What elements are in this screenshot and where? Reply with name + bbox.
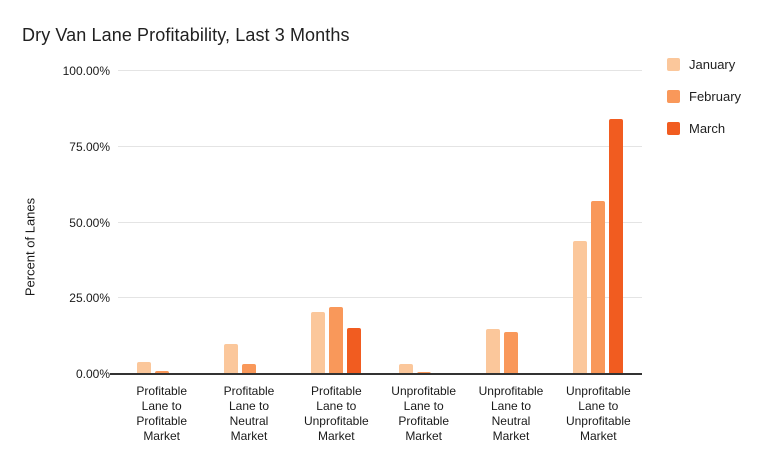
- legend-swatch-february: [667, 90, 680, 103]
- bar-february-4[interactable]: [416, 371, 431, 374]
- bar-group-6: [555, 71, 642, 374]
- x-axis-label-3: Profitable Lane to Unprofitable Market: [303, 384, 369, 443]
- bar-march-6[interactable]: [609, 119, 624, 374]
- bar-group-4: [380, 71, 467, 374]
- bar-january-2[interactable]: [223, 343, 238, 374]
- x-axis-label-4: Unprofitable Lane to Profitable Market: [391, 384, 457, 443]
- chart-title: Dry Van Lane Profitability, Last 3 Month…: [22, 25, 350, 45]
- bar-february-5[interactable]: [503, 332, 518, 374]
- legend: January February March: [667, 57, 741, 153]
- bar-january-4[interactable]: [398, 363, 413, 374]
- gridline-50: [118, 221, 642, 223]
- bar-february-6[interactable]: [591, 201, 606, 374]
- gridline-25: [118, 297, 642, 299]
- bar-february-3[interactable]: [329, 307, 344, 374]
- x-axis-label-2: Profitable Lane to Neutral Market: [223, 384, 275, 443]
- plot-area: [118, 70, 642, 374]
- legend-item-march: March: [667, 121, 741, 136]
- bar-group-2: [205, 71, 292, 374]
- legend-swatch-january: [667, 58, 680, 71]
- bar-january-1[interactable]: [136, 361, 151, 374]
- bar-january-6[interactable]: [573, 240, 588, 374]
- bar-march-3[interactable]: [347, 327, 362, 374]
- y-tick-label-25: 25.00%: [69, 291, 110, 306]
- y-tick-label-50: 50.00%: [69, 215, 110, 230]
- bar-group-1: [118, 71, 205, 374]
- y-tick-label-75: 75.00%: [69, 139, 110, 154]
- gridline-100: [118, 70, 642, 71]
- gridline-75: [118, 145, 642, 147]
- bar-january-5[interactable]: [485, 328, 500, 374]
- x-axis-baseline: [110, 373, 642, 375]
- legend-item-january: January: [667, 57, 741, 72]
- y-tick-label-100: 100.00%: [62, 64, 110, 78]
- y-axis-title: Percent of Lanes: [22, 197, 38, 297]
- bar-group-5: [467, 71, 554, 374]
- bar-january-3[interactable]: [311, 311, 326, 374]
- x-axis-label-6: Unprofitable Lane to Unprofitable Market: [565, 384, 631, 443]
- bar-february-1[interactable]: [154, 370, 169, 374]
- legend-item-february: February: [667, 89, 741, 104]
- legend-label-march: March: [689, 121, 726, 136]
- x-axis-label-5: Unprofitable Lane to Neutral Market: [478, 384, 544, 443]
- legend-label-january: January: [689, 57, 736, 72]
- bar-group-3: [293, 71, 380, 374]
- bar-february-2[interactable]: [241, 364, 256, 374]
- y-tick-label-0: 0.00%: [75, 367, 110, 381]
- legend-label-february: February: [689, 89, 742, 104]
- legend-swatch-march: [667, 122, 680, 135]
- x-axis-label-1: Profitable Lane to Profitable Market: [136, 384, 188, 443]
